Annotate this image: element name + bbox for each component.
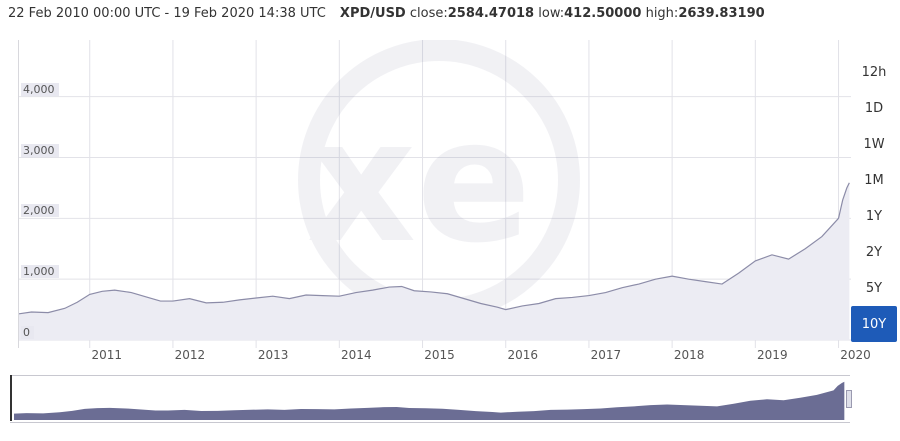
low-label: low: <box>538 6 565 21</box>
watermark-text: xe <box>307 83 532 281</box>
y-tick-label: 1,000 <box>21 265 59 279</box>
navigator-right-handle[interactable] <box>846 390 852 408</box>
xe-watermark-logo: xe <box>298 40 580 321</box>
navigator-left-handle[interactable] <box>10 375 12 421</box>
x-tick-label: 2020 <box>840 348 871 362</box>
price-series <box>19 182 850 340</box>
y-tick-label: 2,000 <box>21 204 59 218</box>
low-value: 412.50000 <box>564 6 642 21</box>
currency-pair: XPD/USD <box>339 6 406 21</box>
x-tick-label: 2014 <box>341 348 372 362</box>
chart-canvas[interactable]: xe <box>19 40 851 348</box>
close-value: 2584.47018 <box>447 6 535 21</box>
x-tick-label: 2013 <box>257 348 289 362</box>
x-tick-label: 2012 <box>174 348 206 362</box>
price-line <box>19 182 850 315</box>
y-tick-label: 3,000 <box>21 143 59 157</box>
range-button-5y[interactable]: 5Y <box>851 270 897 306</box>
price-area-fill <box>19 182 850 340</box>
x-tick-label: 2019 <box>757 348 788 362</box>
close-label: close: <box>409 6 448 21</box>
range-navigator[interactable] <box>10 375 850 423</box>
range-button-1w[interactable]: 1W <box>851 126 897 162</box>
high-label: high: <box>645 6 679 21</box>
range-button-12h[interactable]: 12h <box>851 54 897 90</box>
x-tick-label: 2018 <box>673 348 705 362</box>
chart-header: 22 Feb 2010 00:00 UTC - 19 Feb 2020 14:3… <box>8 6 765 21</box>
high-value: 2639.83190 <box>678 6 765 21</box>
range-button-1d[interactable]: 1D <box>851 90 897 126</box>
x-tick-label: 2011 <box>91 348 122 362</box>
navigator-series <box>14 381 845 420</box>
date-range: 22 Feb 2010 00:00 UTC - 19 Feb 2020 14:3… <box>8 6 326 21</box>
range-button-1y[interactable]: 1Y <box>851 198 897 234</box>
x-tick-label: 2017 <box>590 348 622 362</box>
x-tick-label: 2015 <box>424 348 455 362</box>
range-button-10y[interactable]: 10Y <box>851 306 897 342</box>
y-tick-label: 4,000 <box>21 82 59 96</box>
y-tick-label: 0 <box>21 326 34 339</box>
x-tick-label: 2016 <box>507 348 538 362</box>
navigator-area <box>14 381 845 420</box>
range-button-2y[interactable]: 2Y <box>851 234 897 270</box>
range-button-1m[interactable]: 1M <box>851 162 897 198</box>
time-range-selector[interactable]: 12h 1D 1W 1M 1Y 2Y 5Y 10Y <box>851 54 897 342</box>
price-chart[interactable]: xe 0 1,000 2,000 3,000 4,000 <box>18 40 851 348</box>
